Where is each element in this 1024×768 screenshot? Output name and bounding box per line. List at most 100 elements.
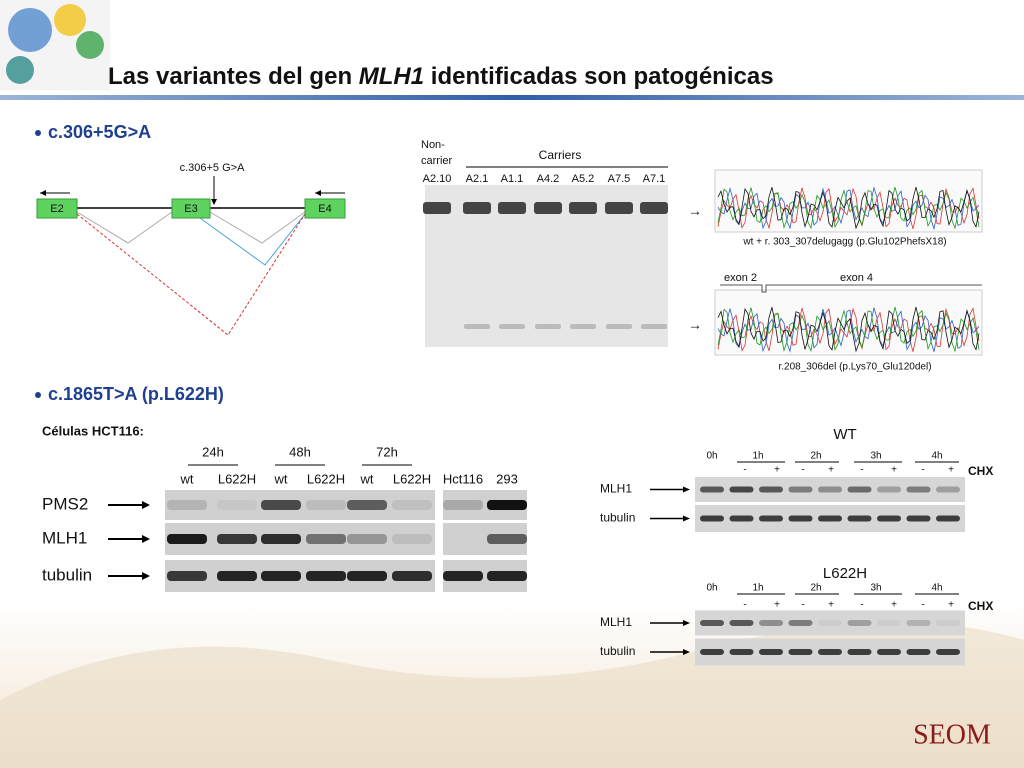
- lane-label: wt: [360, 471, 374, 486]
- row-label: MLH1: [600, 615, 632, 629]
- blot-band: [936, 619, 960, 626]
- time-label: 2h: [810, 451, 821, 462]
- blot-band: [392, 571, 432, 581]
- blot-band: [347, 500, 387, 510]
- gel-header: carrier: [421, 155, 453, 167]
- blot-band: [788, 486, 813, 493]
- gel-band: [605, 202, 633, 214]
- trace: [717, 306, 980, 353]
- time-label: 0h: [706, 451, 717, 462]
- gel-band: [569, 202, 597, 214]
- exon-box: [36, 198, 78, 219]
- time-label: 72h: [376, 444, 398, 459]
- blot-band: [700, 515, 724, 522]
- blot-band: [487, 500, 527, 510]
- corner-logo: [0, 0, 110, 90]
- blot-band: [217, 534, 257, 544]
- gel-band: [570, 324, 596, 329]
- time-label: 2h: [810, 583, 821, 594]
- gel-header: Carriers: [539, 148, 582, 162]
- row-label: tubulin: [600, 511, 635, 525]
- blot-band: [217, 500, 257, 510]
- sign: -: [860, 465, 863, 476]
- blot-band: [729, 619, 754, 626]
- blot-band: [392, 534, 432, 544]
- lane-label: L622H: [218, 471, 256, 486]
- blot-band: [847, 648, 872, 655]
- bullet-dot: [35, 130, 41, 136]
- lane-label: wt: [274, 471, 288, 486]
- row-label: PMS2: [42, 494, 88, 513]
- time-label: 0h: [706, 583, 717, 594]
- blot-band: [347, 534, 387, 544]
- exon-bracket: [720, 284, 982, 293]
- sign: -: [860, 599, 863, 610]
- trace: [717, 186, 980, 230]
- exon-box: [304, 198, 346, 219]
- blot-band: [906, 486, 931, 493]
- blot-band: [487, 534, 527, 544]
- sign: -: [921, 465, 924, 476]
- gel-band: [640, 202, 668, 214]
- sign: +: [891, 599, 897, 610]
- trace: [717, 186, 980, 231]
- blot-band: [936, 515, 960, 522]
- blot-band: [306, 500, 346, 510]
- row-label: tubulin: [42, 565, 92, 584]
- blot-band: [906, 648, 931, 655]
- sign: +: [774, 465, 780, 476]
- trace: [717, 307, 980, 352]
- bullet: c.306+5G>A: [48, 122, 151, 142]
- sign: +: [948, 465, 954, 476]
- panel-title: L622H: [823, 565, 867, 582]
- lane-label: A5.2: [572, 173, 595, 185]
- gel-header: Non-: [421, 139, 445, 151]
- sign: -: [921, 599, 924, 610]
- blot-band: [392, 500, 432, 510]
- trace: [717, 307, 980, 353]
- time-label: 4h: [931, 583, 942, 594]
- row-arrow: [683, 648, 690, 655]
- row-arrow: [142, 501, 150, 509]
- chromatogram: [714, 289, 983, 356]
- blot-band: [306, 534, 346, 544]
- blot-band: [759, 486, 783, 493]
- time-label: 24h: [202, 444, 224, 459]
- lane-label: A7.1: [643, 173, 666, 185]
- gel-band: [535, 324, 561, 329]
- blot-band: [217, 571, 257, 581]
- blot-band: [788, 515, 813, 522]
- lane-label: 293: [496, 471, 518, 486]
- blot-band: [347, 571, 387, 581]
- arrow: →: [688, 317, 702, 333]
- seom-logo: SEOM: [913, 719, 991, 750]
- blot-band: [847, 515, 872, 522]
- exon-label: E4: [318, 203, 331, 215]
- row-arrow: [683, 486, 690, 493]
- exon-label: E3: [184, 203, 197, 215]
- row-label: tubulin: [600, 644, 635, 658]
- blot-band: [443, 571, 483, 581]
- gel-band: [423, 202, 451, 214]
- lane-label: A2.10: [423, 173, 452, 185]
- blot-band: [847, 486, 872, 493]
- row-label: MLH1: [42, 528, 87, 547]
- trace: [717, 186, 980, 230]
- blot-band: [788, 619, 813, 626]
- blot-band: [906, 515, 931, 522]
- blot-band: [818, 515, 842, 522]
- time-label: 4h: [931, 451, 942, 462]
- gel-band: [499, 324, 525, 329]
- blot-band: [877, 648, 901, 655]
- exon-box: [171, 198, 211, 219]
- gel-band: [498, 202, 526, 214]
- exon-label: E2: [50, 203, 63, 215]
- time-label: 3h: [870, 583, 881, 594]
- row-label: MLH1: [600, 482, 632, 496]
- blot-band: [936, 648, 960, 655]
- blot-band: [847, 619, 872, 626]
- blot-band: [788, 648, 813, 655]
- blot-band: [818, 619, 842, 626]
- sign: +: [774, 599, 780, 610]
